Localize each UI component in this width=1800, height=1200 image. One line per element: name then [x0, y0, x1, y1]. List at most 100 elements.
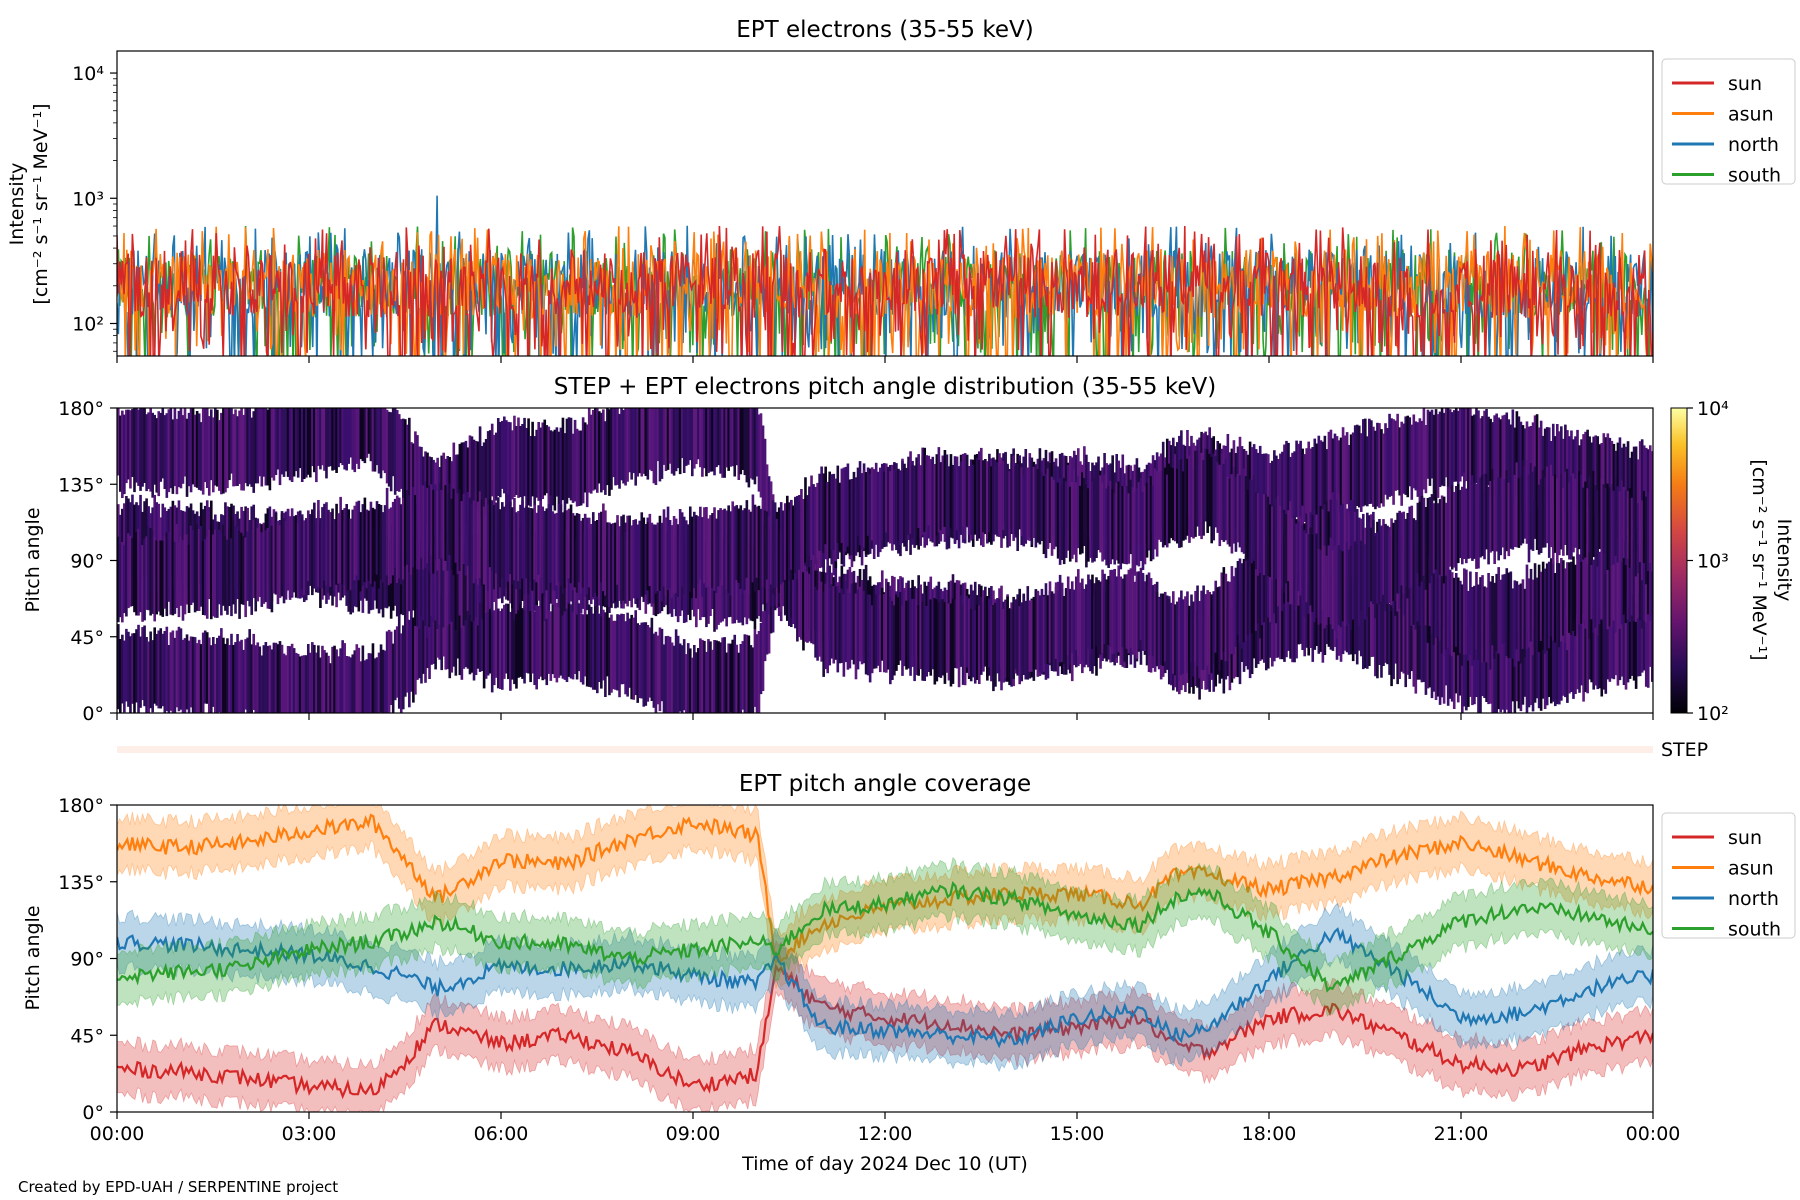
heatmap-cell: [1618, 551, 1622, 629]
heatmap-cell: [921, 601, 924, 681]
heatmap-cell: [541, 422, 545, 499]
heatmap-cell: [959, 595, 963, 667]
heatmap-cell: [438, 545, 441, 625]
heatmap-cell: [268, 408, 272, 491]
heatmap-cell: [234, 525, 237, 614]
heatmap-cell: [876, 471, 880, 557]
heatmap-cell: [581, 614, 585, 685]
heatmap-cell: [878, 594, 882, 673]
heatmap-cell: [1465, 569, 1468, 655]
heatmap-cell: [1614, 478, 1618, 556]
heatmap-cell: [1416, 606, 1420, 680]
heatmap-cell: [232, 414, 235, 487]
heatmap-cell: [638, 408, 642, 474]
heatmap-cell: [298, 408, 302, 469]
heatmap-cell: [155, 540, 159, 615]
heatmap-cell: [1604, 488, 1608, 574]
heatmap-cell: [1337, 440, 1341, 517]
heatmap-cell: [141, 627, 144, 701]
heatmap-cell: [448, 483, 452, 555]
heatmap-cell: [195, 411, 199, 488]
heatmap-cell: [442, 452, 446, 533]
xtick-label: 09:00: [666, 1123, 721, 1145]
heatmap-cell: [992, 457, 995, 534]
heatmap-cell: [511, 594, 514, 680]
heatmap-cell: [420, 606, 423, 684]
heatmap-cell: [620, 613, 623, 685]
heatmap-cell: [1408, 591, 1412, 679]
heatmap-cell: [513, 498, 516, 581]
heatmap-cell: [1129, 568, 1133, 649]
heatmap-cell: [979, 447, 983, 536]
heatmap-cell: [151, 412, 154, 498]
heatmap-cell: [990, 605, 993, 682]
heatmap-cell: [1279, 453, 1282, 535]
heatmap-cell: [193, 533, 197, 613]
heatmap-cell: [806, 571, 809, 643]
heatmap-cell: [1064, 481, 1068, 558]
heatmap-cell: [1089, 579, 1092, 654]
heatmap-cell: [264, 642, 268, 713]
heatmap-cell: [1628, 543, 1632, 622]
heatmap-cell: [313, 502, 316, 588]
heatmap-cell: [1264, 588, 1268, 671]
heatmap-cell: [1483, 473, 1486, 560]
heatmap-cell: [1612, 443, 1616, 513]
heatmap-cell: [1600, 478, 1604, 554]
heatmap-cell: [141, 545, 144, 622]
heatmap-cell: [389, 631, 393, 705]
heatmap-cell: [1448, 488, 1452, 567]
heatmap-cell: [1507, 572, 1511, 658]
heatmap-cell: [1004, 600, 1007, 679]
coverage-band-asun: [117, 805, 1653, 989]
heatmap-cell: [494, 533, 498, 614]
heatmap-cell: [1594, 435, 1598, 513]
heatmap-cell: [814, 586, 817, 658]
heatmap-cell: [434, 484, 437, 561]
heatmap-cell: [919, 465, 922, 538]
heatmap-cell: [260, 408, 264, 487]
heatmap-cell: [454, 492, 458, 563]
heatmap-cell: [1428, 555, 1432, 627]
heatmap-cell: [743, 408, 747, 476]
heatmap-cell: [274, 408, 278, 475]
heatmap-cell: [749, 645, 753, 713]
heatmap-cell: [1570, 476, 1573, 560]
heatmap-cell: [486, 607, 490, 676]
heatmap-cell: [1640, 439, 1644, 523]
heatmap-cell: [977, 459, 981, 539]
xtick-label: 03:00: [282, 1123, 337, 1145]
heatmap-cell: [1040, 472, 1044, 541]
heatmap-cell: [1535, 620, 1539, 699]
heatmap-cell: [600, 412, 603, 493]
heatmap-cell: [1085, 484, 1088, 568]
heatmap-cell: [941, 599, 945, 676]
heatmap-cell: [882, 594, 886, 673]
heatmap-cell: [139, 541, 142, 613]
heatmap-cell: [395, 410, 399, 491]
heatmap-cell: [1594, 599, 1598, 686]
heatmap-cell: [1250, 561, 1254, 634]
heatmap-cell: [494, 608, 498, 678]
heatmap-cell: [250, 529, 254, 615]
heatmap-cell: [242, 649, 245, 713]
heatmap-cell: [468, 497, 472, 581]
heatmap-cell: [222, 637, 225, 713]
heatmap-cell: [935, 599, 939, 682]
heatmap-cell: [1622, 487, 1626, 559]
heatmap-cell: [139, 494, 142, 579]
heatmap-cell: [252, 519, 256, 599]
heatmap-cell: [179, 536, 183, 606]
heatmap-cell: [759, 508, 763, 587]
heatmap-cell: [977, 605, 981, 684]
heatmap-cell: [244, 408, 247, 484]
heatmap-cell: [438, 482, 441, 559]
heatmap-cell: [638, 520, 642, 601]
heatmap-cell: [1042, 475, 1046, 554]
heatmap-cell: [1147, 572, 1151, 656]
heatmap-cell: [937, 447, 941, 533]
heatmap-cell: [929, 459, 933, 541]
heatmap-cell: [761, 499, 765, 588]
heatmap-cell: [458, 597, 462, 676]
heatmap-cell: [1461, 486, 1464, 565]
